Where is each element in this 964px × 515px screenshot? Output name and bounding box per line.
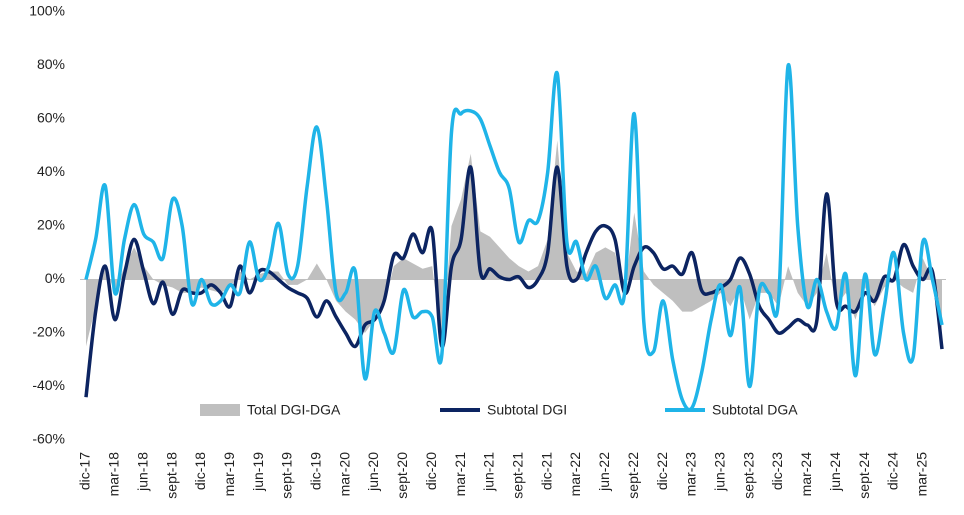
x-tick-label: mar-21 bbox=[452, 452, 468, 497]
x-tick-label: mar-24 bbox=[798, 452, 814, 497]
x-tick-label: sept-20 bbox=[394, 452, 410, 499]
x-tick-label: dic-18 bbox=[192, 452, 208, 490]
x-tick-label: mar-22 bbox=[567, 452, 583, 497]
y-tick-label: -60% bbox=[32, 431, 65, 447]
x-tick-label: mar-23 bbox=[683, 452, 699, 497]
legend-item: Subtotal DGA bbox=[665, 402, 798, 418]
x-tick-label: jun-24 bbox=[827, 452, 843, 492]
x-tick-label: jun-21 bbox=[481, 452, 497, 492]
y-tick-label: 40% bbox=[37, 163, 65, 179]
y-tick-label: 80% bbox=[37, 56, 65, 72]
x-tick-label: mar-25 bbox=[913, 452, 929, 497]
x-tick-label: mar-20 bbox=[336, 452, 352, 497]
x-tick-label: jun-19 bbox=[250, 452, 266, 492]
x-tick-label: sept-19 bbox=[279, 452, 295, 499]
x-tick-label: dic-22 bbox=[654, 452, 670, 490]
legend-label: Subtotal DGI bbox=[487, 402, 567, 418]
x-tick-label: jun-22 bbox=[596, 452, 612, 492]
x-tick-label: dic-24 bbox=[885, 452, 901, 490]
x-tick-label: dic-17 bbox=[77, 452, 93, 490]
legend-label: Subtotal DGA bbox=[712, 402, 798, 418]
area bbox=[86, 140, 942, 347]
line bbox=[84, 63, 944, 412]
x-tick-label: sept-24 bbox=[856, 452, 872, 499]
x-tick-label: sept-23 bbox=[740, 452, 756, 499]
legend-swatch bbox=[200, 404, 240, 416]
y-tick-label: 0% bbox=[45, 270, 65, 286]
x-tick-label: jun-20 bbox=[365, 452, 381, 492]
x-tick-label: dic-21 bbox=[538, 452, 554, 490]
legend-label: Total DGI-DGA bbox=[247, 402, 341, 418]
y-tick-label: 20% bbox=[37, 217, 65, 233]
x-tick-label: sept-22 bbox=[625, 452, 641, 499]
y-tick-label: 60% bbox=[37, 110, 65, 126]
x-tick-label: dic-19 bbox=[308, 452, 324, 490]
y-tick-label: -40% bbox=[32, 377, 65, 393]
x-tick-label: sept-21 bbox=[510, 452, 526, 499]
x-tick-label: jun-18 bbox=[134, 452, 150, 492]
x-tick-label: mar-19 bbox=[221, 452, 237, 497]
x-tick-label: dic-20 bbox=[423, 452, 439, 490]
x-tick-label: jun-23 bbox=[711, 452, 727, 492]
x-tick-label: sept-18 bbox=[163, 452, 179, 499]
legend-item: Total DGI-DGA bbox=[200, 402, 341, 418]
y-tick-label: -20% bbox=[32, 324, 65, 340]
x-tick-label: dic-23 bbox=[769, 452, 785, 490]
y-tick-label: 100% bbox=[29, 3, 65, 19]
line bbox=[84, 165, 944, 398]
x-tick-label: mar-18 bbox=[106, 452, 122, 497]
legend-item: Subtotal DGI bbox=[440, 402, 567, 418]
